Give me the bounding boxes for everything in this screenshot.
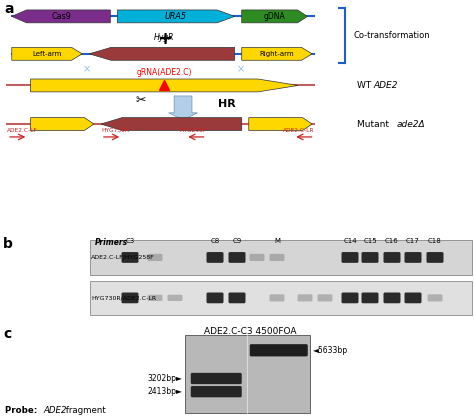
Polygon shape (12, 47, 82, 60)
Text: +: + (157, 30, 172, 48)
Text: WT: WT (356, 81, 374, 90)
Text: ✂: ✂ (136, 94, 146, 107)
Text: HYG258F: HYG258F (179, 128, 207, 133)
Polygon shape (12, 10, 110, 23)
FancyBboxPatch shape (383, 293, 401, 303)
Polygon shape (118, 10, 235, 23)
FancyBboxPatch shape (404, 293, 421, 303)
FancyBboxPatch shape (318, 294, 332, 301)
FancyBboxPatch shape (249, 254, 264, 261)
Polygon shape (249, 117, 312, 130)
Text: Cas9: Cas9 (51, 12, 71, 21)
Text: ADE2.C-LF/HYG258F: ADE2.C-LF/HYG258F (91, 255, 155, 260)
FancyBboxPatch shape (270, 254, 284, 261)
FancyBboxPatch shape (207, 293, 224, 303)
FancyBboxPatch shape (228, 252, 246, 263)
Text: URA5: URA5 (165, 12, 187, 21)
FancyBboxPatch shape (341, 252, 358, 263)
FancyBboxPatch shape (121, 252, 138, 263)
Text: ◄5633bp: ◄5633bp (313, 346, 348, 355)
Text: ADE2: ADE2 (373, 81, 398, 90)
Text: c: c (3, 327, 11, 341)
Text: gDNA: gDNA (264, 12, 285, 21)
Polygon shape (101, 117, 242, 130)
Text: HYG730R/ADE2.C-LR: HYG730R/ADE2.C-LR (91, 296, 156, 301)
Text: ade2Δ: ade2Δ (397, 120, 425, 129)
Text: C3: C3 (126, 238, 135, 244)
Text: ADE2.C-C3 4500FOA: ADE2.C-C3 4500FOA (204, 327, 296, 336)
Text: C16: C16 (385, 238, 399, 244)
FancyBboxPatch shape (404, 252, 421, 263)
Polygon shape (30, 79, 298, 92)
FancyBboxPatch shape (121, 293, 138, 303)
FancyBboxPatch shape (147, 295, 163, 301)
Text: ×: × (83, 64, 91, 74)
Text: C17: C17 (406, 238, 420, 244)
FancyArrow shape (169, 96, 198, 120)
Polygon shape (30, 117, 94, 130)
Text: M: M (274, 238, 280, 244)
Polygon shape (89, 47, 235, 60)
Text: ADE2: ADE2 (43, 406, 66, 415)
Text: b: b (3, 237, 13, 251)
Text: Right-arm: Right-arm (260, 51, 294, 57)
Text: 3202bp►: 3202bp► (147, 374, 182, 383)
FancyBboxPatch shape (228, 293, 246, 303)
FancyBboxPatch shape (270, 294, 284, 301)
FancyBboxPatch shape (191, 386, 242, 397)
Text: ADE2.C-LF: ADE2.C-LF (7, 128, 38, 133)
FancyBboxPatch shape (185, 335, 310, 413)
FancyBboxPatch shape (167, 295, 182, 301)
Text: 2413bp►: 2413bp► (147, 387, 182, 396)
FancyBboxPatch shape (341, 293, 358, 303)
Text: HYG730R: HYG730R (101, 128, 129, 133)
Text: ADE2.C-LR: ADE2.C-LR (283, 128, 314, 133)
Polygon shape (242, 47, 312, 60)
Text: fragment: fragment (63, 406, 106, 415)
Text: HR: HR (218, 99, 236, 109)
Text: Left-arm: Left-arm (32, 51, 62, 57)
FancyBboxPatch shape (90, 240, 472, 275)
Text: C9: C9 (232, 238, 242, 244)
Text: Primers: Primers (95, 238, 128, 247)
FancyBboxPatch shape (298, 294, 312, 301)
FancyBboxPatch shape (383, 252, 401, 263)
Text: C15: C15 (363, 238, 377, 244)
FancyBboxPatch shape (427, 252, 444, 263)
FancyBboxPatch shape (362, 293, 379, 303)
Polygon shape (242, 10, 308, 23)
FancyBboxPatch shape (250, 344, 308, 357)
Text: Probe:: Probe: (5, 406, 40, 415)
Text: C8: C8 (210, 238, 219, 244)
Text: HygR: HygR (154, 33, 174, 41)
FancyBboxPatch shape (362, 252, 379, 263)
FancyBboxPatch shape (428, 294, 443, 301)
Text: C14: C14 (343, 238, 357, 244)
Text: ×: × (236, 64, 245, 74)
Text: Co-transformation: Co-transformation (354, 31, 430, 40)
Text: Mutant: Mutant (356, 120, 392, 129)
Text: a: a (5, 3, 14, 16)
FancyBboxPatch shape (207, 252, 224, 263)
FancyBboxPatch shape (191, 373, 242, 384)
FancyBboxPatch shape (90, 281, 472, 315)
Text: C18: C18 (428, 238, 442, 244)
Text: gRNA(ADE2.C): gRNA(ADE2.C) (137, 68, 192, 77)
FancyBboxPatch shape (147, 254, 163, 261)
